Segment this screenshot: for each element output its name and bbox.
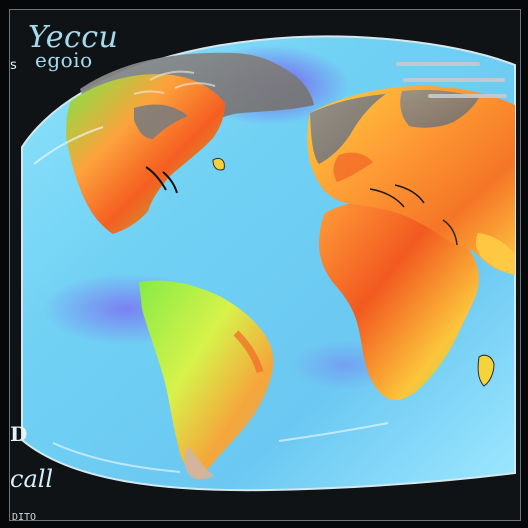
india-line <box>442 219 458 246</box>
africa <box>319 201 479 401</box>
madagascar <box>477 354 495 387</box>
world-map <box>10 10 520 520</box>
black-sea-line <box>394 184 425 204</box>
ocean-highlight-1 <box>33 126 104 165</box>
top-right-bar-1 <box>396 62 480 66</box>
mediterranean-line <box>369 188 405 208</box>
arctic-texture-2 <box>174 82 216 89</box>
siberia-cap <box>400 89 479 128</box>
north-america-line <box>162 171 178 194</box>
map-title-line-2: egoio <box>35 48 93 72</box>
south-america <box>139 280 274 481</box>
map-title-line-1: Yeccu <box>28 20 119 55</box>
arctic-texture-3 <box>133 90 165 95</box>
arctic-texture-1 <box>149 70 195 81</box>
eurasia-north-cap <box>310 94 386 164</box>
map-panel: Yeccu egoio s D call DITO <box>9 9 521 521</box>
top-right-bar-2 <box>403 78 505 82</box>
south-america-hot-band <box>233 330 264 374</box>
south-america-tip <box>184 446 214 480</box>
top-right-bar-3 <box>428 94 507 98</box>
southeast-asia <box>475 233 515 275</box>
north-america-island <box>212 157 225 171</box>
left-mark-mid: D <box>10 422 28 446</box>
europe-hotspot <box>333 152 373 182</box>
north-america-line-2 <box>145 166 167 191</box>
bottom-caption: DITO <box>12 512 37 521</box>
left-mark-bottom: call <box>10 465 54 493</box>
eurasia <box>307 85 515 274</box>
ocean-highlight-3 <box>278 422 389 442</box>
hudson-bay <box>134 104 188 139</box>
ocean-highlight-2 <box>52 442 181 473</box>
left-mark-top: s <box>10 58 17 73</box>
